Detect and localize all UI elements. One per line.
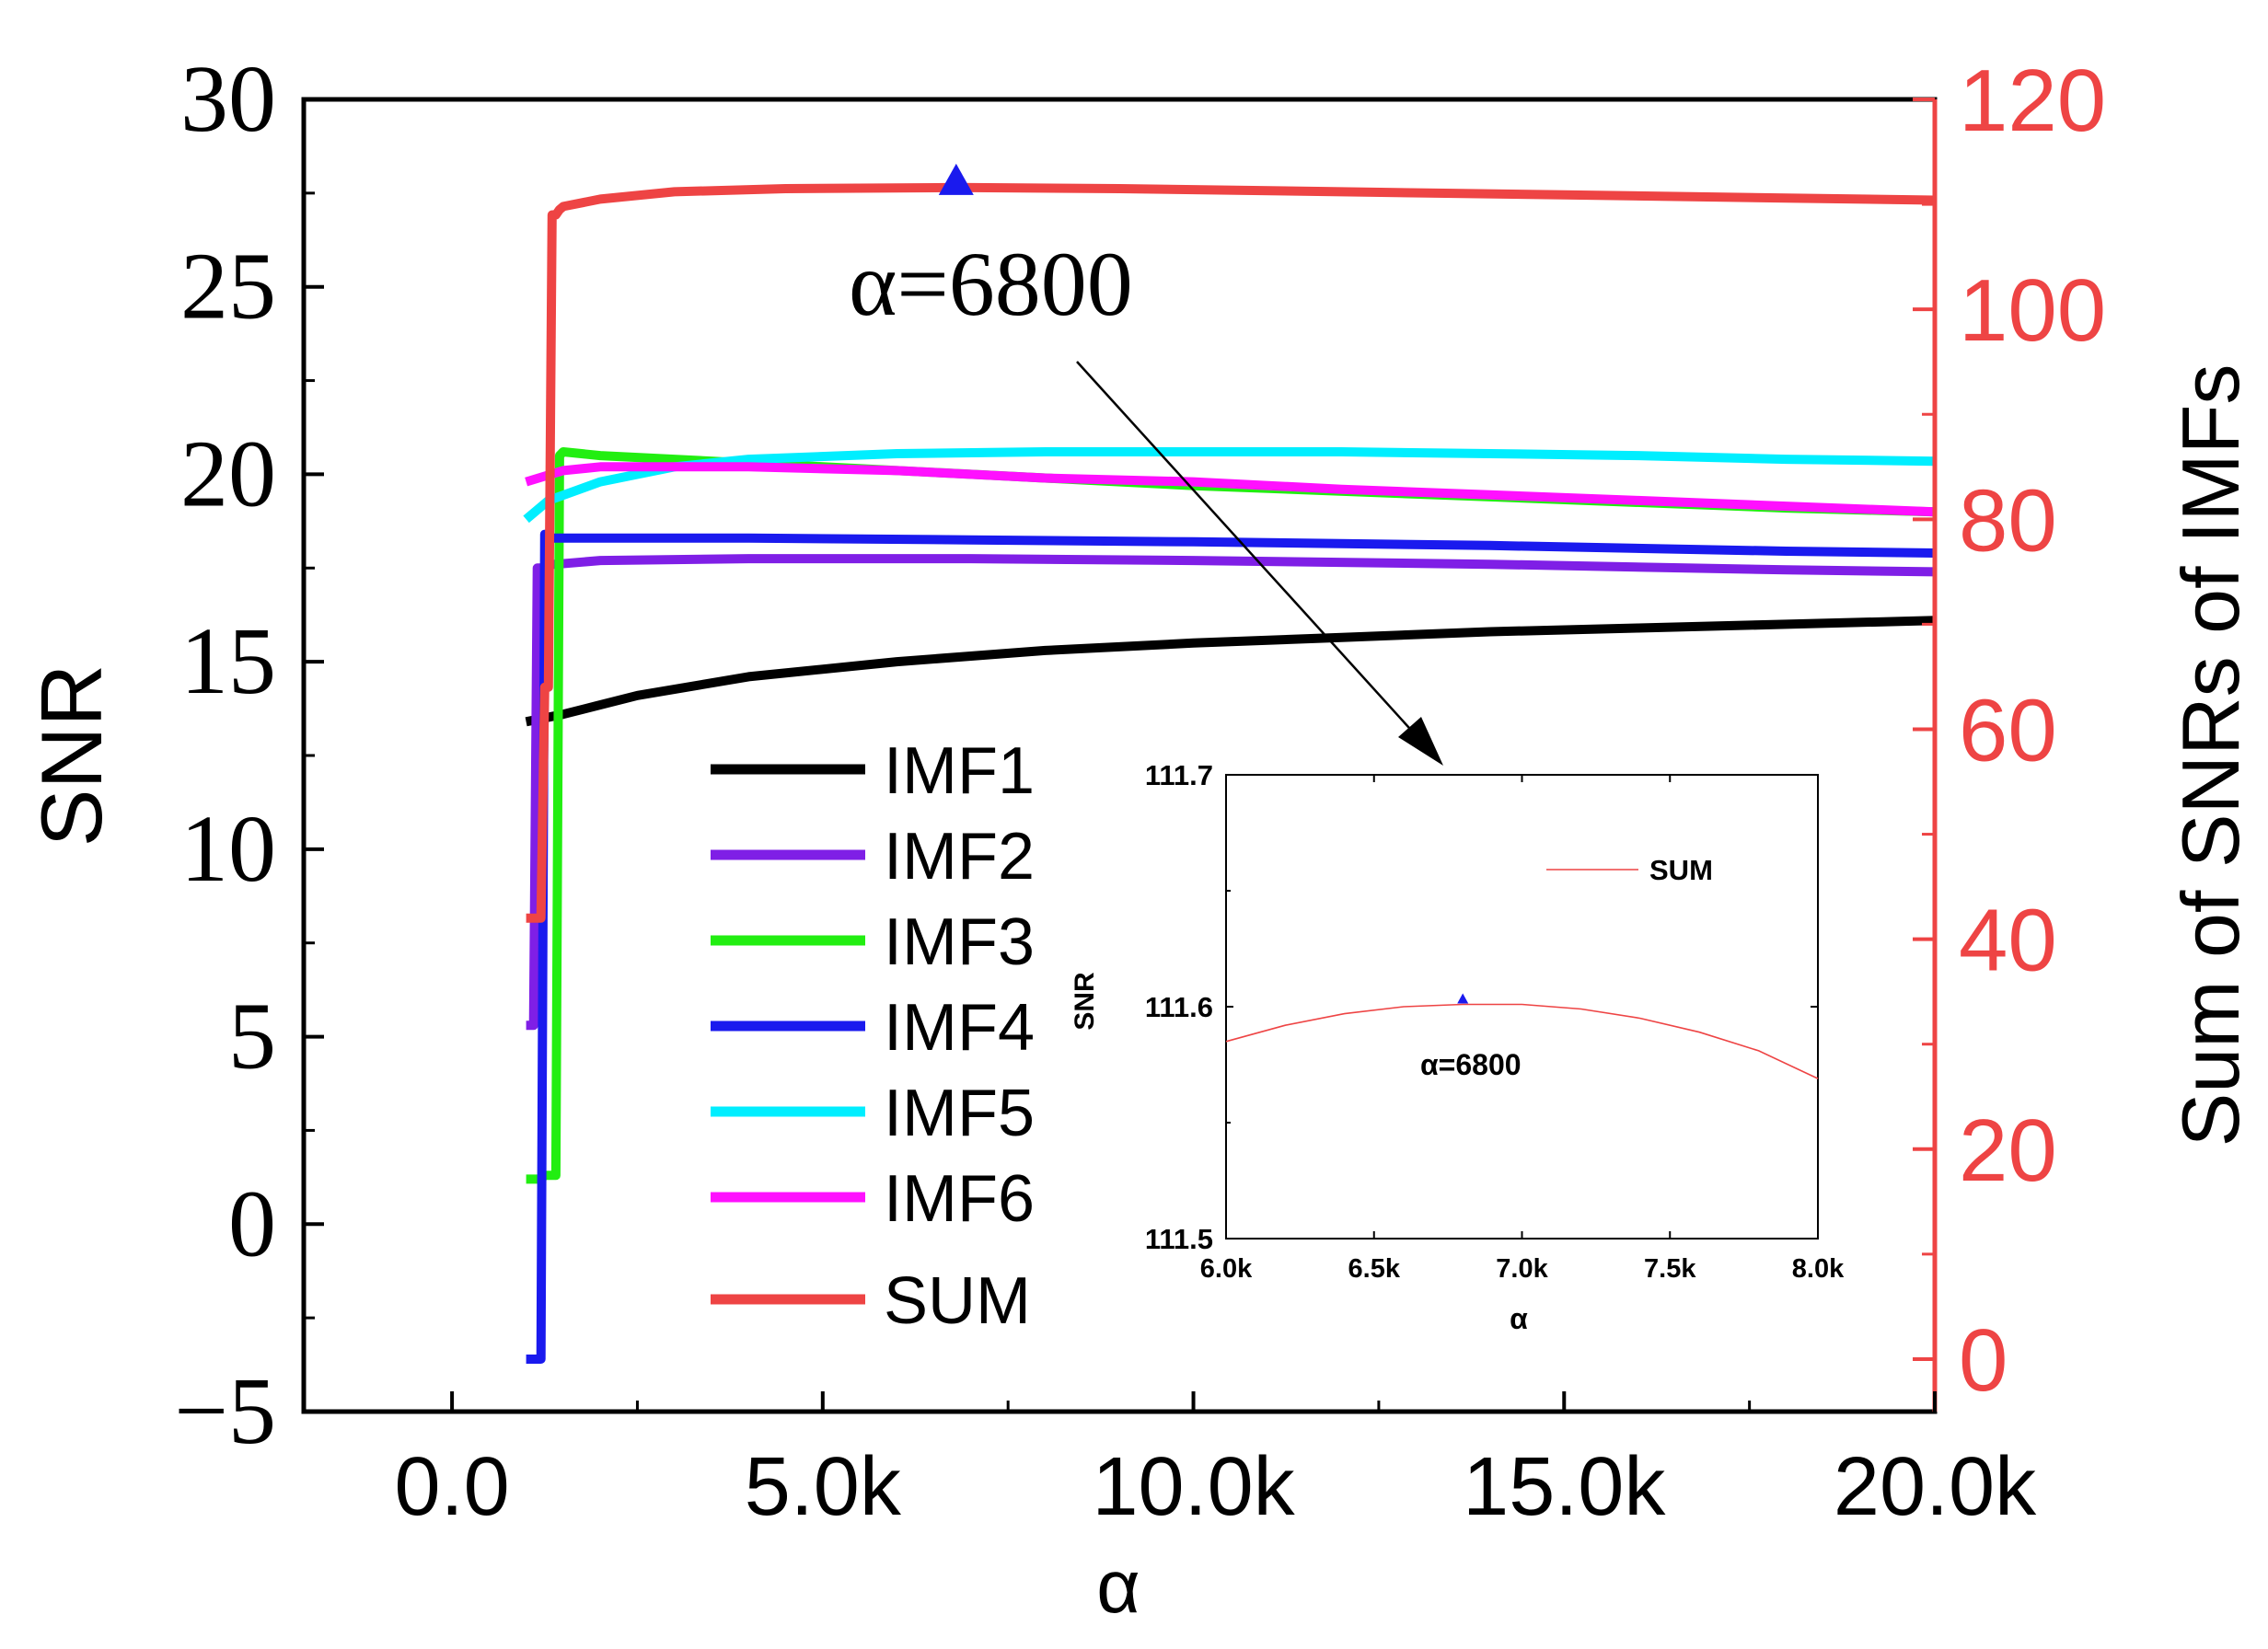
y-axis-title: SNR	[23, 664, 120, 847]
legend: IMF1 IMF2 IMF3 IMF4 IMF5 IMF6 SUM	[711, 734, 1035, 1338]
inset-series-line-sum	[1225, 1003, 1819, 1079]
y-tick-label: 25	[180, 234, 276, 340]
optimum-marker	[938, 163, 974, 195]
x-axis-title: α	[1096, 1545, 1140, 1629]
inset-x-axis-title: α	[1510, 1302, 1528, 1335]
inset-x-tick-label: 7.5k	[1644, 1254, 1696, 1284]
main-marker-layer	[938, 163, 974, 195]
legend-label-imf1: IMF1	[884, 734, 1035, 808]
series-line-imf6	[525, 462, 1936, 517]
y2-tick-label: 0	[1959, 1311, 2008, 1410]
y2-tick-label: 60	[1959, 681, 2057, 779]
inset-x-tick-label: 7.0k	[1496, 1254, 1548, 1284]
inset-y-axis-title: SNR	[1070, 972, 1100, 1031]
legend-label-imf6: IMF6	[884, 1162, 1035, 1236]
y2-axis-title: Sum of SNRs of IMFs	[2165, 364, 2256, 1147]
y-tick-label: 0	[228, 1170, 276, 1276]
y2-tick-label: 80	[1959, 471, 2057, 570]
legend-label-imf4: IMF4	[884, 991, 1035, 1065]
y-tick-label: 15	[180, 608, 276, 714]
y-tick-label: 10	[180, 796, 276, 902]
x-tick-label: 0.0	[395, 1441, 510, 1533]
x-tick-label: 20.0k	[1834, 1441, 2037, 1533]
main-series-group	[523, 182, 1936, 1364]
y-tick-label: 30	[180, 46, 276, 152]
legend-label-imf3: IMF3	[884, 905, 1035, 979]
y2-tick-label: 120	[1959, 52, 2106, 150]
alpha-annotation: α=6800	[849, 233, 1133, 335]
annotation-arrow	[1076, 361, 1428, 748]
inset-ticks: 6.0k 6.5k 7.0k 7.5k 8.0k 111.5 111.6 111.7	[1145, 759, 1845, 1284]
inset-y-tick-label: 111.7	[1145, 759, 1213, 791]
main-ticks: 0.0 5.0k 10.0k 15.0k 20.0k −5 0 5 10 15 20 25 30 0 20 4…	[174, 46, 2106, 1533]
inset-plot-frame	[1225, 774, 1819, 1240]
x-tick-label: 15.0k	[1463, 1441, 1666, 1533]
annotation-arrowhead	[1398, 717, 1443, 766]
x-tick-label: 5.0k	[745, 1441, 902, 1533]
series-line-sum	[526, 182, 1936, 923]
inset-y-tick-label: 111.5	[1145, 1223, 1213, 1255]
series-line-imf5	[523, 447, 1936, 524]
main-plot: 0.0 5.0k 10.0k 15.0k 20.0k −5 0 5 10 15 20 25 30 0 20 4…	[174, 46, 2106, 1533]
legend-label-imf2: IMF2	[884, 820, 1035, 894]
y-tick-label: 20	[180, 421, 276, 526]
legend-label-sum: SUM	[884, 1264, 1031, 1338]
series-line-imf1	[525, 616, 1936, 727]
y-tick-label: −5	[174, 1358, 276, 1464]
inset-x-tick-label: 6.0k	[1200, 1254, 1253, 1284]
y-tick-label: 5	[228, 984, 276, 1090]
inset-series-group	[1225, 993, 1819, 1079]
inset-legend: SUM	[1546, 854, 1713, 886]
inset-optimum-marker	[1457, 993, 1469, 1004]
x-tick-label: 10.0k	[1092, 1441, 1295, 1533]
inset-alpha-annotation: α=6800	[1420, 1048, 1522, 1081]
legend-label-imf5: IMF5	[884, 1077, 1035, 1150]
y2-tick-label: 40	[1959, 892, 2057, 990]
inset-y-tick-label: 111.6	[1145, 991, 1213, 1023]
y2-tick-label: 20	[1959, 1101, 2057, 1200]
inset-x-tick-label: 6.5k	[1348, 1254, 1401, 1284]
inset-legend-label-sum: SUM	[1649, 854, 1713, 886]
inset-x-tick-label: 8.0k	[1792, 1254, 1845, 1284]
y2-tick-label: 100	[1959, 261, 2106, 360]
series-line-imf2	[526, 554, 1936, 1031]
